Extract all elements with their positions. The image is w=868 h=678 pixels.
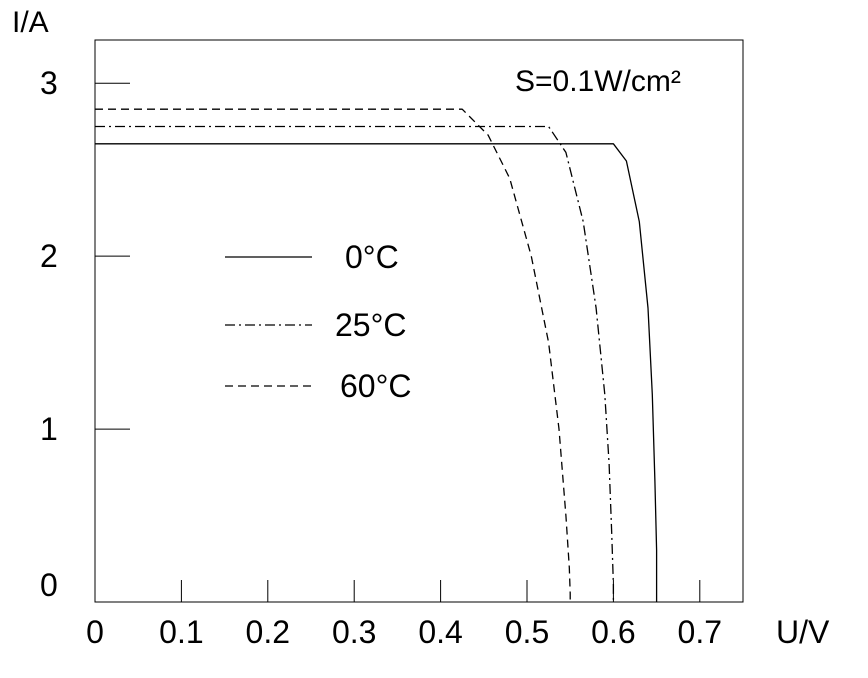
plot-frame <box>94 39 744 603</box>
x-tick-label: 0.3 <box>332 614 376 650</box>
y-tick-label: 2 <box>40 238 58 274</box>
series-curve <box>95 125 615 602</box>
series-curve <box>95 108 571 602</box>
y-tick-label: 0 <box>40 567 58 603</box>
x-tick-label: 0.4 <box>418 614 462 650</box>
legend-label: 60°C <box>340 368 412 404</box>
x-tick-label: 0 <box>86 614 104 650</box>
y-axis-label: I/A <box>12 6 49 39</box>
legend: 0°C 25°C 60°C <box>225 239 412 404</box>
legend-label: 0°C <box>345 239 399 275</box>
series-curve <box>95 143 658 602</box>
axis-ticks: 0 0.1 0.2 0.3 0.4 0.5 0.6 0.7 0 1 2 3 <box>40 65 722 650</box>
x-tick-label: 0.5 <box>505 614 549 650</box>
legend-label: 25°C <box>335 307 407 343</box>
x-tick-label: 0.7 <box>678 614 722 650</box>
x-tick-label: 0.6 <box>591 614 635 650</box>
x-tick-label: 0.2 <box>246 614 290 650</box>
y-tick-label: 1 <box>40 411 58 447</box>
data-curves <box>95 108 658 602</box>
x-tick-label: 0.1 <box>159 614 203 650</box>
y-tick-label: 3 <box>40 65 58 101</box>
x-axis-label: U/V <box>776 614 830 650</box>
irradiance-annotation: S=0.1W/cm² <box>515 65 681 98</box>
